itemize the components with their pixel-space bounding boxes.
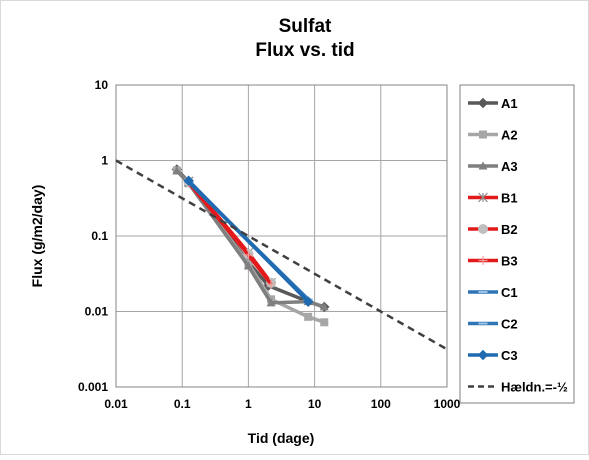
- legend-label: A1: [501, 96, 518, 111]
- legend-item-a3: A3: [468, 159, 518, 174]
- legend-item-b1: B1: [468, 191, 518, 206]
- data-point-a2: [320, 318, 329, 327]
- series-line-c3: [187, 179, 310, 303]
- x-axis-label: Tid (dage): [248, 430, 315, 446]
- legend-item-a1: A1: [468, 96, 518, 111]
- legend-item-c2: C2: [468, 317, 518, 332]
- legend-marker: [478, 161, 488, 170]
- chart-title-line2: Flux vs. tid: [255, 40, 354, 61]
- legend-label: Hældn.=-½: [501, 380, 568, 395]
- data-point-a2: [304, 312, 313, 321]
- legend-item-b3: B3: [468, 254, 518, 269]
- x-tick-label: 0.01: [104, 397, 128, 411]
- legend-marker: [477, 97, 489, 109]
- y-tick-label: 0.1: [91, 229, 108, 243]
- legend-item-slope: Hældn.=-½: [468, 380, 568, 395]
- data-point-a3: [319, 302, 329, 311]
- legend-label: A3: [501, 159, 518, 174]
- legend-items: A1 A2 A3 B1 B2 B3 C1 C2 C3 Hældn.=-½: [468, 96, 568, 395]
- plot-area: [115, 84, 448, 388]
- data-point-b3: [243, 250, 253, 260]
- data-point-c3: [302, 296, 314, 307]
- y-tick-label: 1: [101, 154, 108, 168]
- series-line-slope: [115, 159, 448, 351]
- data-point-a3: [266, 298, 276, 307]
- legend-item-c1: C1: [468, 285, 518, 300]
- x-tick-label: 10: [308, 397, 322, 411]
- legend-label: B2: [501, 222, 518, 237]
- legend-item-a2: A2: [468, 128, 518, 143]
- legend-marker: [478, 224, 488, 234]
- legend-label: C1: [501, 285, 518, 300]
- legend-label: C3: [501, 348, 518, 363]
- y-tick-label: 0.01: [85, 305, 109, 319]
- data-point-a3: [243, 261, 253, 270]
- chart-title-line1: Sulfat: [279, 16, 332, 37]
- x-tick-label: 100: [371, 397, 391, 411]
- data-point-c3: [183, 175, 194, 186]
- x-tick-label: 0.1: [174, 397, 191, 411]
- series-slope: [115, 159, 448, 351]
- legend-label: C2: [501, 317, 518, 332]
- x-tick-label: 1000: [434, 397, 461, 411]
- x-tick-label: 1: [245, 397, 252, 411]
- legend-marker: [478, 256, 488, 265]
- legend-item-c3: C3: [468, 348, 518, 363]
- tick-labels: 0.01 0.1 1 10 100 1000 0.001 0.01 0.1 1 10: [78, 78, 461, 411]
- y-tick-label: 10: [95, 78, 109, 92]
- series: [115, 159, 448, 351]
- legend-label: B3: [501, 254, 518, 269]
- legend-marker: [478, 192, 488, 203]
- legend-label: B1: [501, 191, 518, 206]
- data-point-a3: [172, 166, 182, 175]
- y-axis-label: Flux (g/m2/day): [29, 185, 45, 288]
- data-point-b3: [266, 279, 276, 289]
- series-c3: [183, 175, 314, 307]
- y-tick-label: 0.001: [78, 380, 108, 394]
- legend-item-b2: B2: [468, 222, 518, 237]
- legend-marker: [477, 349, 489, 361]
- legend-marker: [479, 130, 487, 139]
- legend-label: A2: [501, 128, 518, 143]
